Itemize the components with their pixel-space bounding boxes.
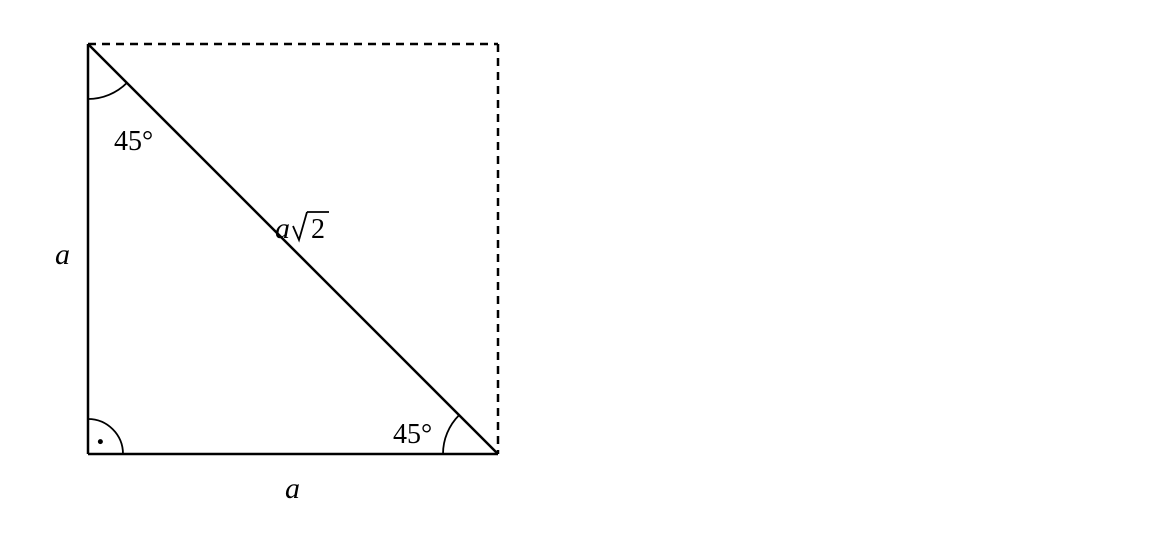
angle-arc-top-45 (88, 83, 127, 99)
angle-arc-bottom-right-45 (443, 415, 459, 454)
right-angle-dot (98, 439, 103, 444)
hypotenuse-label: a 2 (275, 212, 329, 245)
hypotenuse-label-a: a (275, 212, 290, 245)
hypotenuse-label-radicand: 2 (311, 214, 325, 245)
side-label-left: a (55, 238, 70, 271)
side-label-bottom: a (285, 472, 300, 505)
angle-label-bottom-right: 45° (393, 419, 432, 450)
triangle-hypotenuse (88, 44, 498, 454)
right-angle-arc (88, 419, 123, 454)
angle-label-top: 45° (114, 126, 153, 157)
radical-sign-icon (293, 212, 307, 240)
